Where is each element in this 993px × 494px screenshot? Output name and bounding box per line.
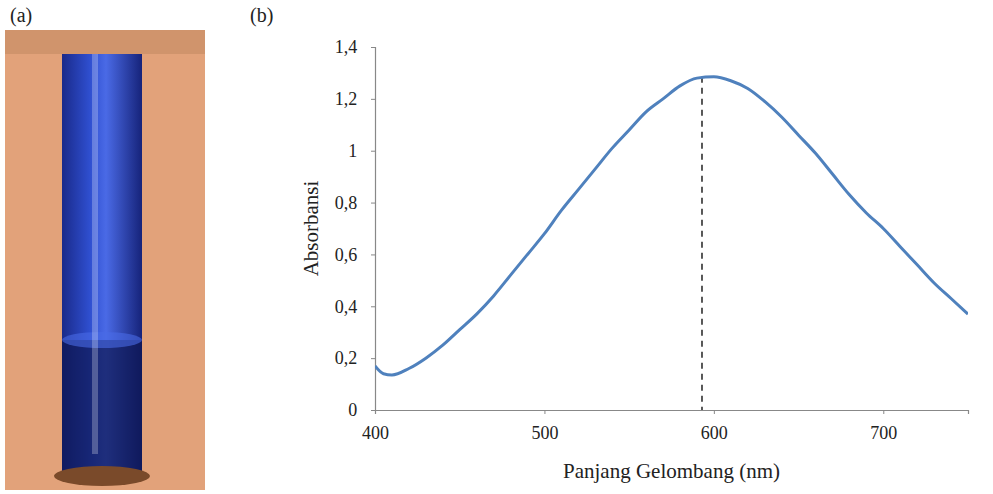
tick-mark (371, 306, 375, 307)
plot-area (375, 77, 968, 410)
tick: 400 (362, 410, 389, 443)
tick-label: 600 (701, 423, 728, 443)
tick: 500 (531, 410, 558, 443)
tick-label: 0 (348, 400, 357, 420)
tick-mark (714, 410, 715, 414)
tick: 0 (348, 400, 375, 420)
tick-label: 1,4 (335, 37, 358, 57)
tick-label: 0,2 (335, 348, 358, 368)
tick-label: 1 (348, 141, 357, 161)
tick: 0,8 (335, 193, 375, 213)
axis-line (376, 411, 969, 415)
y-axis-title: Absorbansi (299, 181, 323, 277)
tick-mark (371, 47, 375, 48)
photo (5, 30, 205, 490)
tick: 600 (701, 410, 728, 443)
tick-mark (544, 410, 545, 414)
tick: 0,4 (335, 297, 375, 317)
tick-label: 500 (531, 423, 558, 443)
x-axis: 400 500 600 700 (362, 410, 969, 443)
tick: 1 (348, 141, 375, 161)
tick-label: 400 (362, 423, 389, 443)
tick-mark (371, 358, 375, 359)
rack-hole (54, 466, 150, 486)
tick: 0,6 (335, 245, 375, 265)
tube-dark-part (62, 340, 142, 474)
tick-mark (371, 99, 375, 100)
tick: 1,2 (335, 89, 375, 109)
canvas: (a) (b) 400 500 600 700 0 0,2 0,4 0,6 0,8 1 1,2 1,4 Pa… (0, 0, 993, 494)
y-axis: 0 0,2 0,4 0,6 0,8 1 1,2 1,4 (335, 37, 376, 420)
tick-label: 700 (870, 423, 897, 443)
panel-label: (a) (10, 4, 32, 27)
panel-label: (b) (250, 4, 273, 27)
tick-mark (371, 203, 375, 204)
test-tube (62, 54, 142, 474)
tick-mark (371, 410, 375, 411)
x-axis-title: Panjang Gelombang (nm) (563, 459, 780, 483)
photo-background (5, 30, 205, 490)
tick: 1,4 (335, 37, 375, 57)
tick: 0,2 (335, 348, 375, 368)
tick-mark (883, 410, 884, 414)
axis-line (371, 48, 376, 411)
tick-label: 0,4 (335, 297, 358, 317)
tick-label: 0,8 (335, 193, 358, 213)
tick-mark (371, 151, 375, 152)
tick-label: 1,2 (335, 89, 358, 109)
peak-line (701, 77, 702, 410)
tick-mark (371, 254, 375, 255)
tube-highlight (92, 54, 98, 454)
tick: 700 (870, 410, 897, 443)
tick-label: 0,6 (335, 245, 358, 265)
data-line (375, 77, 968, 375)
rack-top (5, 30, 205, 54)
tube-meniscus (62, 332, 142, 348)
